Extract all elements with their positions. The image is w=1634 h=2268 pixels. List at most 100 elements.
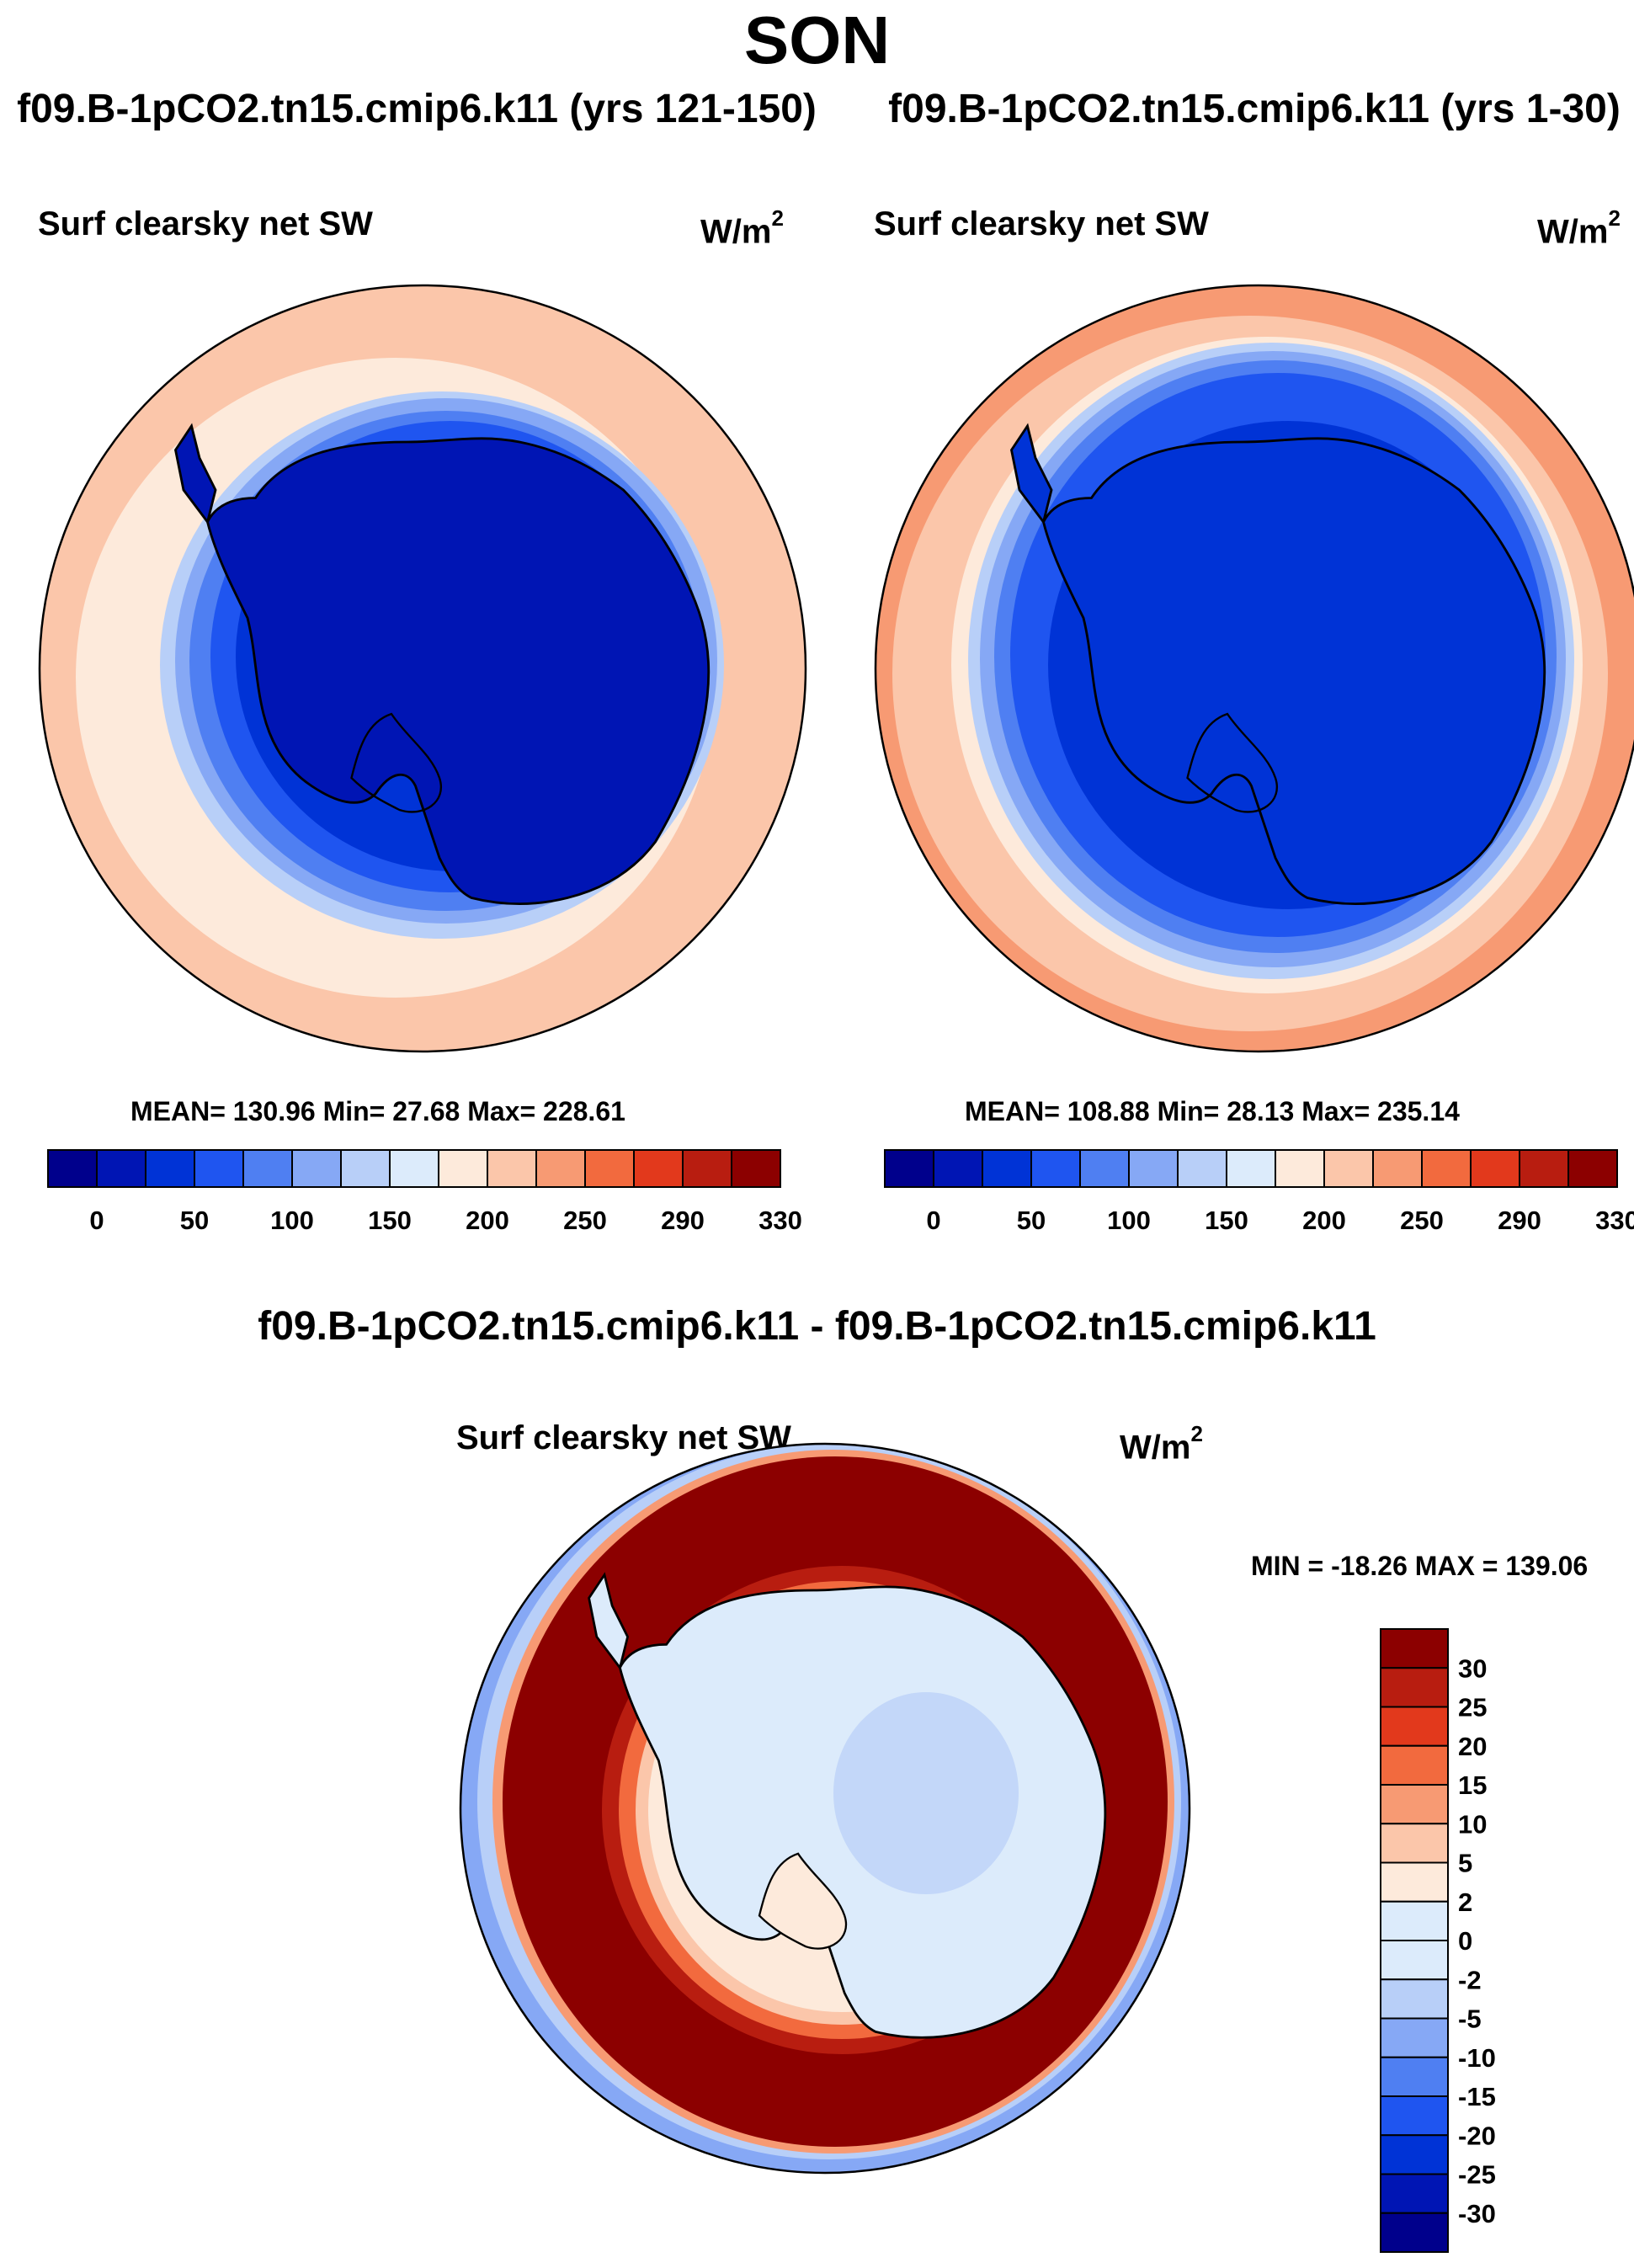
right-case-title: f09.B-1pCO2.tn15.cmip6.k11 (yrs 1-30) — [888, 87, 1621, 131]
right-colorbar-swatch — [1079, 1149, 1130, 1188]
left-colorbar-tick-label: 330 — [758, 1206, 802, 1235]
diff-colorbar-swatch — [1380, 1861, 1449, 1903]
left-colorbar-tick-label: 0 — [89, 1206, 104, 1235]
right-colorbar-swatch — [1226, 1149, 1276, 1188]
right-units-label: W/m2 — [1537, 205, 1621, 251]
right-colorbar-tick-label: 150 — [1205, 1206, 1248, 1235]
diff-colorbar-swatch — [1380, 1744, 1449, 1786]
diff-colorbar-tick-label: -20 — [1458, 2121, 1496, 2150]
diff-variable-label: Surf clearsky net SW — [456, 1419, 791, 1456]
diff-colorbar-swatch — [1380, 2173, 1449, 2214]
left-colorbar: 0 50 100 150 200 250 290 330 — [47, 1149, 802, 1235]
right-colorbar-tick-label: 290 — [1498, 1206, 1541, 1235]
left-colorbar-swatch — [145, 1149, 195, 1188]
right-colorbar-tick-label: 330 — [1595, 1206, 1634, 1235]
left-colorbar-swatch — [96, 1149, 146, 1188]
left-case-title: f09.B-1pCO2.tn15.cmip6.k11 (yrs 121-150) — [17, 87, 817, 131]
right-colorbar-swatch — [1128, 1149, 1179, 1188]
right-colorbar-tick-label: 250 — [1400, 1206, 1444, 1235]
diff-field-interior-neg — [833, 1692, 1019, 1894]
diff-colorbar-tick-label: 15 — [1458, 1770, 1487, 1800]
right-colorbar-tick-label: 50 — [1017, 1206, 1046, 1235]
diff-map-border — [459, 1442, 1191, 2175]
right-colorbar-swatch — [1567, 1149, 1618, 1188]
right-colorbar-swatch — [1519, 1149, 1569, 1188]
diff-colorbar-swatch — [1380, 2056, 1449, 2097]
diff-colorbar-tick-label: -5 — [1458, 2004, 1482, 2034]
diff-colorbar-tick-label: 20 — [1458, 1732, 1487, 1761]
right-colorbar-swatch — [1470, 1149, 1520, 1188]
diff-colorbar-tick-label: 5 — [1458, 1849, 1472, 1878]
diff-colorbar-swatch — [1380, 2212, 1449, 2253]
diff-colorbar-tick-label: 0 — [1458, 1926, 1472, 1956]
left-colorbar-swatch — [731, 1149, 781, 1188]
figure-season-title: SON — [743, 3, 891, 77]
right-colorbar-swatch — [1275, 1149, 1325, 1188]
left-colorbar-tick-label: 290 — [661, 1206, 705, 1235]
left-colorbar-swatch — [682, 1149, 732, 1188]
diff-stats: MIN = -18.26 MAX = 139.06 — [1251, 1551, 1589, 1581]
diff-colorbar-swatch — [1380, 1978, 1449, 2020]
left-colorbar-swatch — [633, 1149, 684, 1188]
right-colorbar-swatch — [1323, 1149, 1374, 1188]
left-colorbar-swatch — [487, 1149, 537, 1188]
diff-colorbar-tick-label: 25 — [1458, 1693, 1487, 1722]
diff-colorbar-tick-label: -15 — [1458, 2082, 1496, 2111]
right-colorbar-swatch — [1372, 1149, 1423, 1188]
left-colorbar-swatch — [340, 1149, 391, 1188]
diff-colorbar-swatch — [1380, 1706, 1449, 1747]
diff-colorbar-tick-label: -30 — [1458, 2199, 1496, 2228]
right-colorbar-swatch — [933, 1149, 983, 1188]
left-stats: MEAN= 130.96 Min= 27.68 Max= 228.61 — [130, 1096, 625, 1126]
left-colorbar-swatch — [291, 1149, 342, 1188]
diff-colorbar-swatch — [1380, 2134, 1449, 2175]
diff-colorbar-tick-label: 2 — [1458, 1887, 1472, 1917]
right-map-border — [874, 284, 1634, 1053]
left-colorbar-swatch — [535, 1149, 586, 1188]
left-colorbar-tick-label: 150 — [368, 1206, 412, 1235]
diff-colorbar-swatch — [1380, 1628, 1449, 1669]
right-variable-label: Surf clearsky net SW — [874, 205, 1209, 242]
left-colorbar-tick-label: 250 — [563, 1206, 607, 1235]
left-colorbar-tick-label: 100 — [270, 1206, 314, 1235]
right-stats: MEAN= 108.88 Min= 28.13 Max= 235.14 — [965, 1096, 1460, 1126]
left-colorbar-tick-label: 200 — [466, 1206, 509, 1235]
diff-colorbar-tick-label: -25 — [1458, 2160, 1496, 2190]
diff-colorbar-tick-label: 30 — [1458, 1653, 1487, 1683]
right-colorbar-swatch — [982, 1149, 1032, 1188]
left-colorbar-swatch — [47, 1149, 98, 1188]
left-map-border — [38, 284, 807, 1053]
diff-colorbar-swatch — [1380, 2095, 1449, 2137]
diff-colorbar-swatch — [1380, 1667, 1449, 1708]
left-colorbar-swatch — [389, 1149, 439, 1188]
diff-colorbar-tick-label: 10 — [1458, 1809, 1487, 1839]
diff-colorbar-tick-label: -10 — [1458, 2043, 1496, 2073]
diff-colorbar-swatch — [1380, 1940, 1449, 1981]
diff-colorbar-tick-label: -2 — [1458, 1965, 1482, 1994]
left-colorbar-swatch — [242, 1149, 293, 1188]
diff-units-label: W/m2 — [1120, 1421, 1203, 1467]
right-colorbar: 0 50 100 150 200 250 290 330 — [884, 1149, 1634, 1235]
diff-colorbar-swatch — [1380, 2017, 1449, 2058]
right-colorbar-swatch — [884, 1149, 934, 1188]
left-variable-label: Surf clearsky net SW — [38, 205, 373, 242]
left-colorbar-swatch — [438, 1149, 488, 1188]
difference-title: f09.B-1pCO2.tn15.cmip6.k11 - f09.B-1pCO2… — [258, 1304, 1376, 1349]
right-colorbar-swatch — [1421, 1149, 1472, 1188]
diff-map — [459, 1442, 1191, 2175]
left-units-label: W/m2 — [700, 205, 784, 251]
right-colorbar-tick-label: 0 — [926, 1206, 940, 1235]
right-colorbar-tick-label: 200 — [1302, 1206, 1346, 1235]
left-colorbar-swatch — [194, 1149, 244, 1188]
diff-colorbar-swatch — [1380, 1900, 1449, 1941]
left-map — [38, 284, 807, 1053]
left-colorbar-swatch — [584, 1149, 635, 1188]
right-colorbar-tick-label: 100 — [1107, 1206, 1151, 1235]
right-colorbar-swatch — [1030, 1149, 1081, 1188]
right-colorbar-swatch — [1177, 1149, 1227, 1188]
right-map — [874, 284, 1634, 1053]
diff-colorbar-swatch — [1380, 1823, 1449, 1864]
diff-colorbar-swatch — [1380, 1784, 1449, 1825]
left-colorbar-tick-label: 50 — [180, 1206, 209, 1235]
